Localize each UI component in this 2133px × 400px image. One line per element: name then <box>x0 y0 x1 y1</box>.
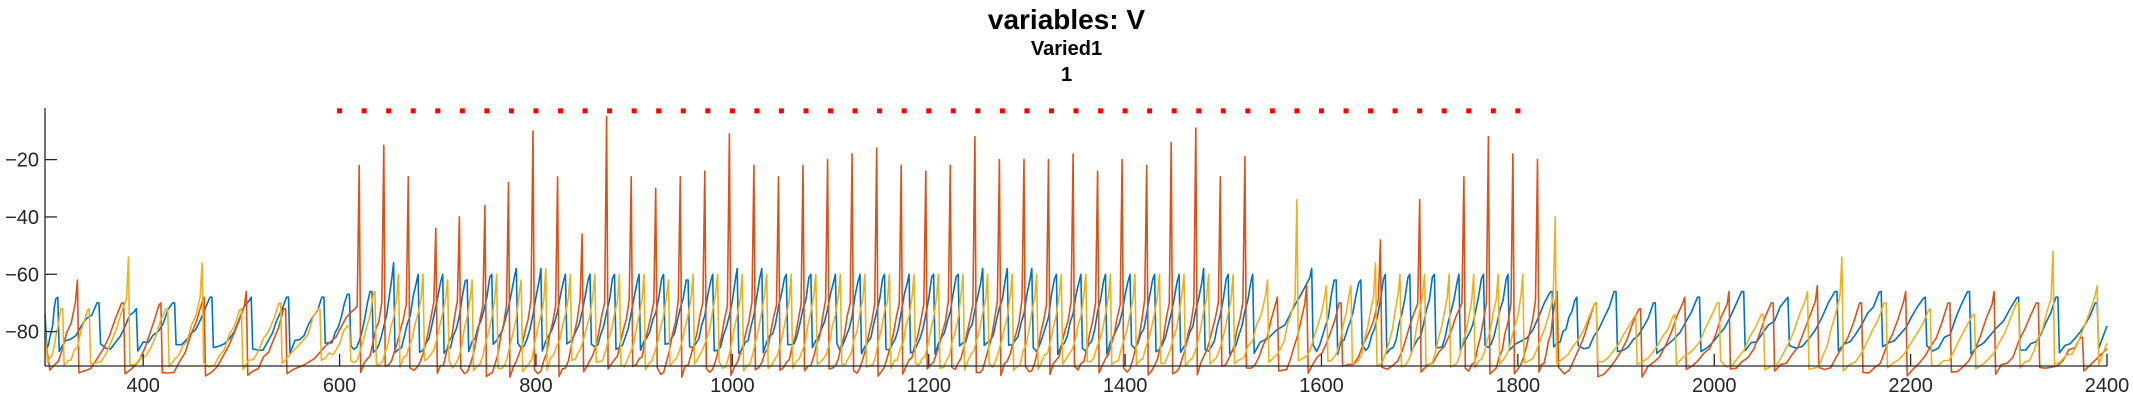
spike-marker <box>705 108 711 114</box>
spike-marker <box>852 108 858 114</box>
x-tick-label: 2000 <box>1692 375 1737 397</box>
spike-marker <box>1122 108 1128 114</box>
spike-marker <box>1024 108 1030 114</box>
spike-marker <box>435 108 441 114</box>
spike-marker <box>656 108 662 114</box>
spike-marker <box>1073 108 1079 114</box>
spike-marker <box>950 108 956 114</box>
spike-marker <box>1098 108 1104 114</box>
spike-marker <box>901 108 907 114</box>
spike-marker <box>1441 108 1447 114</box>
x-tick-label: 2400 <box>2085 375 2130 397</box>
spike-marker <box>410 108 416 114</box>
spike-marker <box>582 108 588 114</box>
x-tick-label: 1600 <box>1299 375 1344 397</box>
x-tick-label: 1200 <box>906 375 951 397</box>
x-tick-label: 600 <box>323 375 356 397</box>
x-tick-label: 800 <box>519 375 552 397</box>
x-tick-label: 2200 <box>1888 375 1933 397</box>
spike-marker <box>607 108 613 114</box>
spike-marker <box>1392 108 1398 114</box>
spike-marker <box>1269 108 1275 114</box>
spike-marker <box>1515 108 1521 114</box>
y-tick-label: −60 <box>5 264 39 286</box>
spike-marker <box>558 108 563 114</box>
chart-subtitle: Varied1 <box>1030 38 1103 60</box>
spike-marker <box>1490 108 1496 114</box>
x-tick-label: 1000 <box>710 375 755 397</box>
spike-marker <box>508 108 514 114</box>
y-tick-label: −80 <box>5 322 39 344</box>
spike-marker <box>1343 108 1349 114</box>
spike-marker <box>459 108 465 114</box>
spike-marker <box>926 108 932 114</box>
spike-marker <box>729 108 735 114</box>
spike-marker <box>828 108 834 114</box>
spike-marker <box>1294 108 1300 114</box>
spike-marker <box>680 108 686 114</box>
spike-marker <box>1220 108 1226 114</box>
spike-marker <box>1147 108 1153 114</box>
spike-marker <box>975 108 981 114</box>
spike-marker <box>803 108 809 114</box>
y-tick-label: −40 <box>5 207 39 229</box>
spike-marker <box>533 108 539 114</box>
spike-marker <box>754 108 760 114</box>
spike-marker <box>1171 108 1177 114</box>
x-tick-label: 400 <box>127 375 160 397</box>
chart-title: variables: V <box>987 4 1146 35</box>
spike-marker <box>361 108 367 114</box>
x-tick-label: 1400 <box>1103 375 1148 397</box>
spike-marker <box>1318 108 1324 114</box>
spike-marker <box>1417 108 1423 114</box>
spike-marker <box>1368 108 1374 114</box>
spike-marker <box>631 108 637 114</box>
y-tick-label: −20 <box>5 150 39 172</box>
spike-marker <box>337 108 343 114</box>
spike-marker <box>1196 108 1202 114</box>
spike-marker <box>386 108 392 114</box>
spike-marker <box>1466 108 1472 114</box>
spike-marker <box>1048 108 1054 114</box>
chart-subtitle-2: 1 <box>1060 64 1073 86</box>
spike-marker <box>484 108 490 114</box>
chart-titles: variables: V Varied1 1 <box>0 4 2133 88</box>
spike-marker <box>778 108 784 114</box>
x-tick-label: 1800 <box>1496 375 1541 397</box>
spike-marker <box>877 108 883 114</box>
spike-marker <box>1245 108 1251 114</box>
spike-marker <box>999 108 1005 114</box>
